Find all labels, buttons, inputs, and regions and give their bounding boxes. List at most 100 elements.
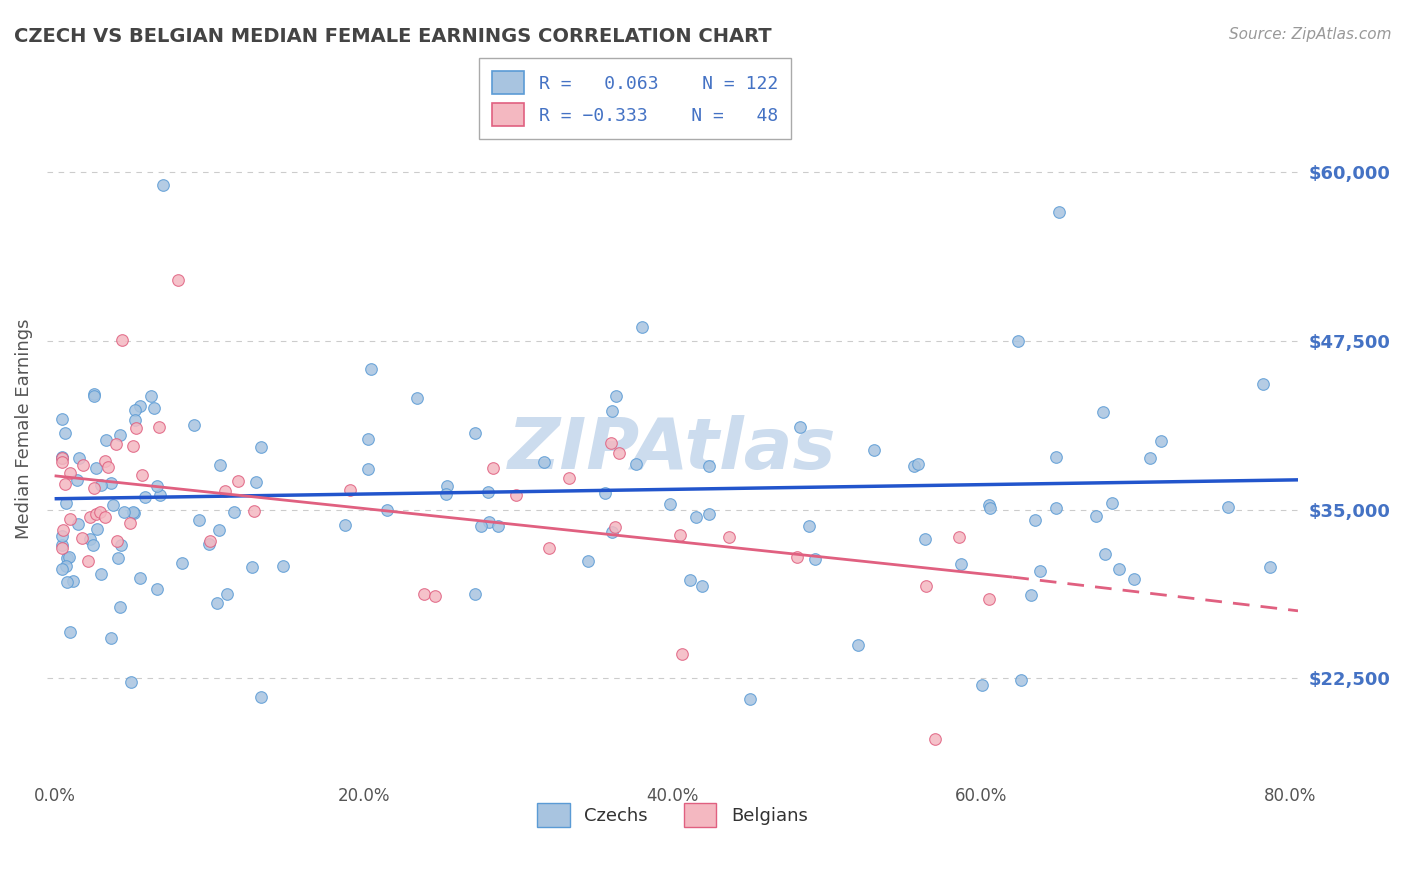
Point [101, 498, 124, 512]
Point [96, 433, 118, 447]
Point [977, 498, 1000, 512]
Point [789, 420, 811, 434]
Point [357, 462, 380, 476]
Point [949, 557, 972, 571]
Point [599, 436, 621, 450]
Point [803, 552, 825, 566]
Point [482, 460, 505, 475]
Point [97, 459, 120, 474]
Point [914, 533, 936, 547]
Point [1007, 334, 1029, 349]
Point [603, 520, 626, 534]
Point [65, 473, 87, 487]
Point [53, 426, 76, 441]
Point [198, 534, 221, 549]
Point [215, 587, 238, 601]
Point [118, 516, 141, 531]
Point [477, 484, 499, 499]
Point [124, 421, 146, 435]
Point [558, 471, 581, 485]
Point [207, 596, 229, 610]
Point [1045, 500, 1067, 515]
Point [357, 432, 380, 446]
Point [948, 530, 970, 544]
Point [1216, 500, 1239, 514]
Point [907, 457, 929, 471]
Point [1108, 562, 1130, 576]
Point [339, 483, 361, 498]
Point [52, 523, 75, 537]
Point [250, 440, 273, 454]
Point [62, 574, 84, 588]
Point [226, 475, 249, 489]
Point [1101, 496, 1123, 510]
Point [600, 525, 623, 540]
Point [93, 454, 115, 468]
Point [846, 638, 869, 652]
Point [979, 500, 1001, 515]
Point [533, 455, 555, 469]
Point [51, 538, 73, 552]
Point [1123, 572, 1146, 586]
Point [170, 556, 193, 570]
Point [602, 404, 624, 418]
Point [79, 510, 101, 524]
Point [1150, 434, 1173, 448]
Point [208, 458, 231, 472]
Point [59, 466, 82, 480]
Point [129, 571, 152, 585]
Point [1029, 564, 1052, 578]
Point [464, 426, 486, 441]
Point [121, 439, 143, 453]
Point [412, 586, 434, 600]
Point [89, 505, 111, 519]
Point [1085, 508, 1108, 523]
Point [146, 478, 169, 492]
Point [90, 478, 112, 492]
Point [1139, 450, 1161, 465]
Point [134, 490, 156, 504]
Point [167, 273, 190, 287]
Point [1045, 450, 1067, 464]
Point [786, 550, 808, 565]
Point [679, 574, 702, 588]
Point [188, 513, 211, 527]
Point [110, 538, 132, 552]
Point [55, 496, 77, 510]
Point [51, 450, 73, 464]
Point [51, 451, 73, 466]
Point [86, 460, 108, 475]
Point [108, 427, 131, 442]
Point [100, 475, 122, 490]
Point [51, 412, 73, 426]
Point [72, 458, 94, 472]
Point [214, 484, 236, 499]
Point [51, 529, 73, 543]
Point [148, 419, 170, 434]
Point [685, 509, 707, 524]
Point [86, 522, 108, 536]
Point [124, 403, 146, 417]
Point [100, 631, 122, 645]
Point [146, 582, 169, 596]
Point [1024, 513, 1046, 527]
Point [83, 481, 105, 495]
Point [83, 387, 105, 401]
Text: Source: ZipAtlas.com: Source: ZipAtlas.com [1229, 27, 1392, 42]
Point [434, 486, 457, 500]
Point [624, 457, 647, 471]
Point [436, 479, 458, 493]
Point [122, 507, 145, 521]
Point [128, 399, 150, 413]
Point [360, 362, 382, 376]
Point [240, 560, 263, 574]
Point [797, 518, 820, 533]
Point [630, 320, 652, 334]
Point [970, 678, 993, 692]
Point [333, 518, 356, 533]
Point [605, 388, 627, 402]
Point [84, 507, 107, 521]
Point [83, 389, 105, 403]
Point [58, 549, 80, 564]
Point [108, 600, 131, 615]
